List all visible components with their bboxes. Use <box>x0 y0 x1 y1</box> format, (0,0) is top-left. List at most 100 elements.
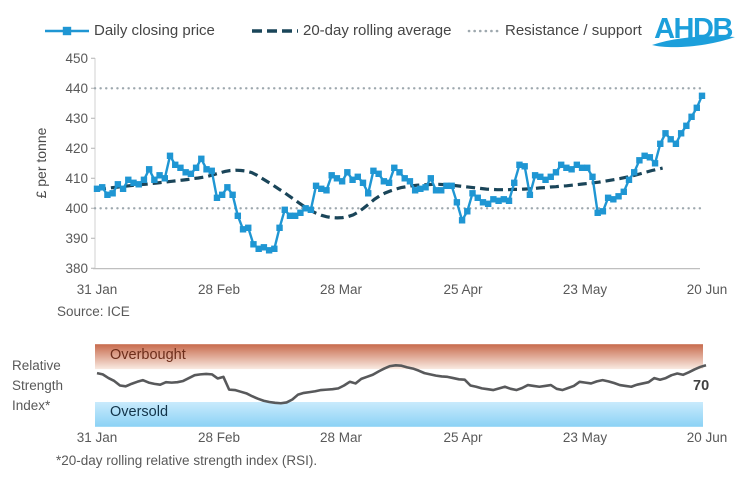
price-marker <box>589 173 596 180</box>
price-marker <box>291 212 299 219</box>
price-marker <box>385 179 393 186</box>
price-marker <box>166 152 174 159</box>
price-marker <box>307 206 315 213</box>
x-tick-label: 20 Jun <box>687 282 728 297</box>
price-marker <box>672 140 680 147</box>
price-marker <box>464 208 471 215</box>
price-marker <box>328 172 335 179</box>
price-marker <box>140 176 148 183</box>
price-marker <box>119 185 127 192</box>
price-marker <box>646 154 654 161</box>
price-marker <box>198 155 205 162</box>
y-tick-label: 450 <box>65 51 88 66</box>
price-marker <box>203 166 210 173</box>
x-tick-label: 31 Jan <box>77 430 118 445</box>
price-marker <box>693 104 700 111</box>
price-marker <box>281 206 288 213</box>
y-tick-label: 440 <box>65 81 88 96</box>
price-marker <box>375 170 382 177</box>
y-tick-label: 400 <box>65 201 88 216</box>
price-marker <box>505 197 513 204</box>
price-marker <box>318 185 325 192</box>
price-marker <box>323 187 330 194</box>
y-tick-label: 430 <box>65 111 88 126</box>
price-marker <box>245 224 252 231</box>
oversold-band-label: Oversold <box>110 404 169 420</box>
price-marker <box>104 191 111 198</box>
x-tick-label: 25 Apr <box>443 430 483 445</box>
price-marker <box>250 241 257 248</box>
price-marker <box>511 179 518 186</box>
price-marker <box>338 178 346 185</box>
price-marker <box>610 196 617 203</box>
ahdb-logo: AHDB <box>652 13 735 48</box>
price-marker <box>396 169 403 176</box>
price-marker <box>630 169 638 176</box>
price-marker <box>438 187 445 194</box>
price-marker <box>239 226 247 233</box>
x-tick-label: 20 Jun <box>687 430 728 445</box>
x-tick-label: 28 Feb <box>198 282 240 297</box>
price-marker <box>370 167 377 174</box>
price-marker <box>208 167 215 174</box>
price-marker <box>651 160 659 167</box>
rsi-line <box>96 363 707 405</box>
price-marker <box>568 166 575 173</box>
price-chart: 450 440 430 420 410 400 390 380 31 Jan 28 Feb 28 M… <box>65 51 728 297</box>
x-tick-label: 28 Mar <box>320 430 363 445</box>
price-marker <box>380 178 388 185</box>
price-marker <box>479 199 487 206</box>
price-marker <box>683 122 690 129</box>
price-marker <box>552 169 560 176</box>
x-tick-label: 23 May <box>563 430 608 445</box>
price-marker <box>333 175 341 182</box>
x-tick-label: 31 Jan <box>77 282 118 297</box>
dashed-line-sample-icon <box>252 28 298 33</box>
price-marker <box>114 181 122 188</box>
price-marker <box>229 191 236 198</box>
price-marker <box>99 184 106 191</box>
price-marker <box>557 161 565 168</box>
price-marker <box>604 194 612 201</box>
price-marker <box>213 194 221 201</box>
price-marker <box>192 164 200 171</box>
price-marker <box>312 182 320 189</box>
y-tick-label: 420 <box>65 141 88 156</box>
ahdb-logo-swoosh <box>652 36 735 48</box>
oversold-band <box>95 402 703 427</box>
price-marker <box>537 173 544 180</box>
y-tick-label: 410 <box>65 171 88 186</box>
price-marker <box>130 179 137 186</box>
x-tick-label: 28 Feb <box>198 430 240 445</box>
price-marker <box>443 182 450 189</box>
price-marker <box>218 191 226 198</box>
price-marker <box>620 188 627 195</box>
price-marker <box>286 212 294 219</box>
price-marker <box>234 212 242 219</box>
price-marker <box>526 191 534 198</box>
legend-item-daily-price: Daily closing price <box>45 22 215 39</box>
price-marker <box>500 196 508 203</box>
price-marker <box>615 193 622 200</box>
price-marker <box>354 173 361 180</box>
price-marker <box>636 157 643 164</box>
price-marker <box>265 247 273 254</box>
price-marker <box>484 200 492 207</box>
price-marker <box>411 187 419 194</box>
rsi-footnote: *20-day rolling relative strength index … <box>56 453 318 468</box>
price-marker <box>406 178 414 185</box>
legend-label-rolling-average: 20-day rolling average <box>303 22 452 39</box>
price-marker <box>490 196 497 203</box>
price-marker <box>151 176 158 183</box>
price-marker <box>422 184 429 191</box>
price-marker <box>641 152 648 159</box>
price-marker <box>469 190 476 197</box>
price-marker <box>677 130 685 137</box>
price-marker <box>667 136 674 143</box>
price-marker <box>516 161 523 168</box>
price-marker <box>156 172 163 179</box>
price-marker <box>177 164 184 171</box>
price-marker <box>302 205 309 212</box>
rsi-chart: 31 Jan 28 Feb 28 Mar 25 Apr 23 May 20 Jun <box>77 344 728 445</box>
price-marker <box>125 176 132 183</box>
